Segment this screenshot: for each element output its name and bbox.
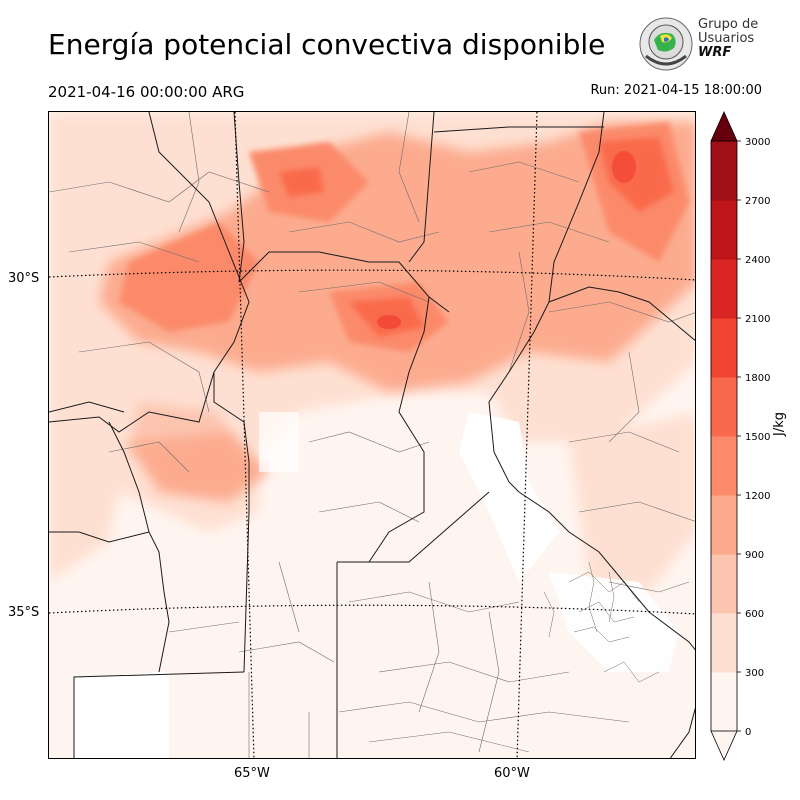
- lat-label-30s: 30°S: [8, 271, 40, 286]
- cape-map: [48, 111, 696, 759]
- colorbar-block: [711, 318, 737, 378]
- cape-layer-1500: [377, 151, 636, 329]
- colorbar-tick-label: 3000: [745, 137, 770, 148]
- province-boundaries: [49, 112, 695, 758]
- colorbar-tick-label: 900: [745, 550, 764, 561]
- graticule-lon-65w: [234, 112, 255, 758]
- map-title: Energía potencial convectiva disponible: [48, 28, 606, 61]
- colorbar-extend-bottom: [710, 730, 738, 761]
- logo-line-1: Grupo de: [698, 17, 759, 32]
- logo-line-3: WRF: [698, 45, 732, 60]
- lon-label-60w: 60°W: [494, 766, 530, 781]
- wrf-group-logo: Grupo de Usuarios WRF: [638, 16, 768, 72]
- colorbar-tick-label: 300: [745, 668, 764, 679]
- graticule-lat-30s: [49, 269, 695, 281]
- lon-label-65w: 65°W: [234, 766, 270, 781]
- globe-logo-icon: [639, 17, 693, 71]
- colorbar-unit-label: J/kg: [772, 412, 787, 436]
- colorbar-extend-top: [710, 111, 738, 142]
- colorbar-block: [711, 613, 737, 673]
- colorbar-tick-label: 0: [745, 727, 751, 738]
- colorbar: 0 300 600 900 1200 1500 1800 2100 2400 2700 3000: [710, 111, 770, 761]
- colorbar-tick-label: 600: [745, 609, 764, 620]
- colorbar-tick-label: 1200: [745, 491, 770, 502]
- dense-department-grid: [543, 561, 660, 683]
- run-time: Run: 2021-04-15 18:00:00: [590, 83, 762, 98]
- colorbar-tick-label: 2700: [745, 196, 770, 207]
- colorbar-block: [711, 259, 737, 319]
- cape-layer-600: [99, 122, 695, 502]
- coastline: [518, 491, 695, 758]
- logo-line-2: Usuarios: [698, 31, 755, 46]
- valid-time: 2021-04-16 00:00:00 ARG: [48, 83, 245, 101]
- cape-map-svg: [49, 112, 695, 758]
- colorbar-block: [711, 672, 737, 732]
- colorbar-tick-label: 2100: [745, 314, 770, 325]
- colorbar-block: [711, 495, 737, 555]
- colorbar-tick-label: 1800: [745, 373, 770, 384]
- colorbar-tick-label: 2400: [745, 255, 770, 266]
- graticule: [49, 112, 695, 758]
- colorbar-block: [711, 200, 737, 260]
- graticule-lat-35s: [49, 604, 695, 615]
- graticule-lon-60w: [516, 112, 538, 758]
- colorbar-block: [711, 377, 737, 437]
- colorbar-block: [711, 141, 737, 201]
- colorbar-block: [711, 554, 737, 614]
- colorbar-block: [711, 436, 737, 496]
- colorbar-tick-label: 1500: [745, 432, 770, 443]
- lat-label-35s: 35°S: [8, 605, 40, 620]
- department-boundaries: [49, 112, 695, 758]
